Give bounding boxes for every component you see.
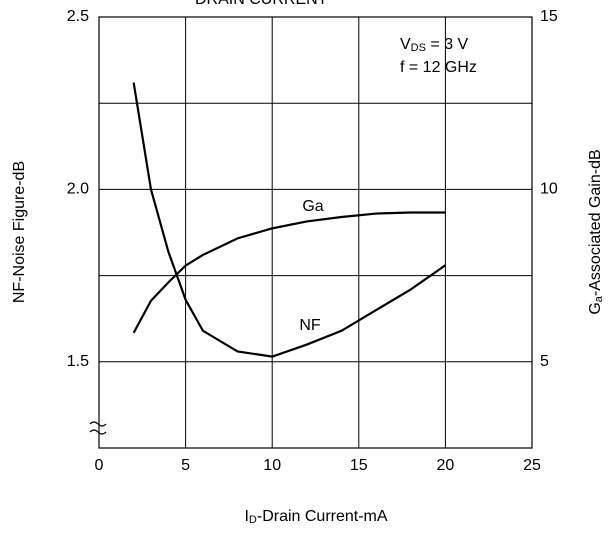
chart-title: DRAIN CURRENT	[195, 0, 328, 8]
axis-break	[89, 421, 107, 435]
annotation: f = 12 GHz	[400, 59, 477, 76]
y-tick-label: 1.5	[67, 353, 89, 370]
x-tick-label: 15	[350, 457, 368, 474]
annotation: VDS = 3 V	[400, 36, 469, 54]
x-tick-label: 0	[95, 457, 104, 474]
curve	[132, 211, 446, 334]
y2-axis-label: Ga-Associated Gain-dB	[587, 149, 605, 314]
series-label: Ga	[302, 198, 323, 215]
x-tick-label: 25	[523, 457, 541, 474]
x-tick-label: 10	[263, 457, 281, 474]
curve	[132, 82, 447, 358]
x-tick-label: 20	[437, 457, 455, 474]
y-axis-label: NF-Noise Figure-dB	[11, 161, 28, 303]
y2-tick-label: 15	[540, 8, 558, 25]
y-tick-label: 2.5	[67, 8, 89, 25]
y-tick-label: 2.0	[67, 181, 89, 198]
series-label: NF	[299, 317, 321, 334]
x-tick-label: 5	[181, 457, 190, 474]
y2-tick-label: 5	[540, 353, 549, 370]
x-axis-label: ID-Drain Current-mA	[244, 508, 387, 526]
y2-tick-label: 10	[540, 181, 558, 198]
